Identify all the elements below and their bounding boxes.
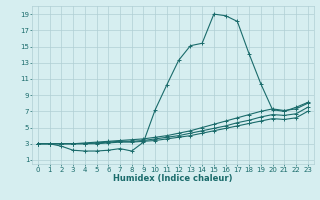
X-axis label: Humidex (Indice chaleur): Humidex (Indice chaleur) <box>113 174 233 183</box>
